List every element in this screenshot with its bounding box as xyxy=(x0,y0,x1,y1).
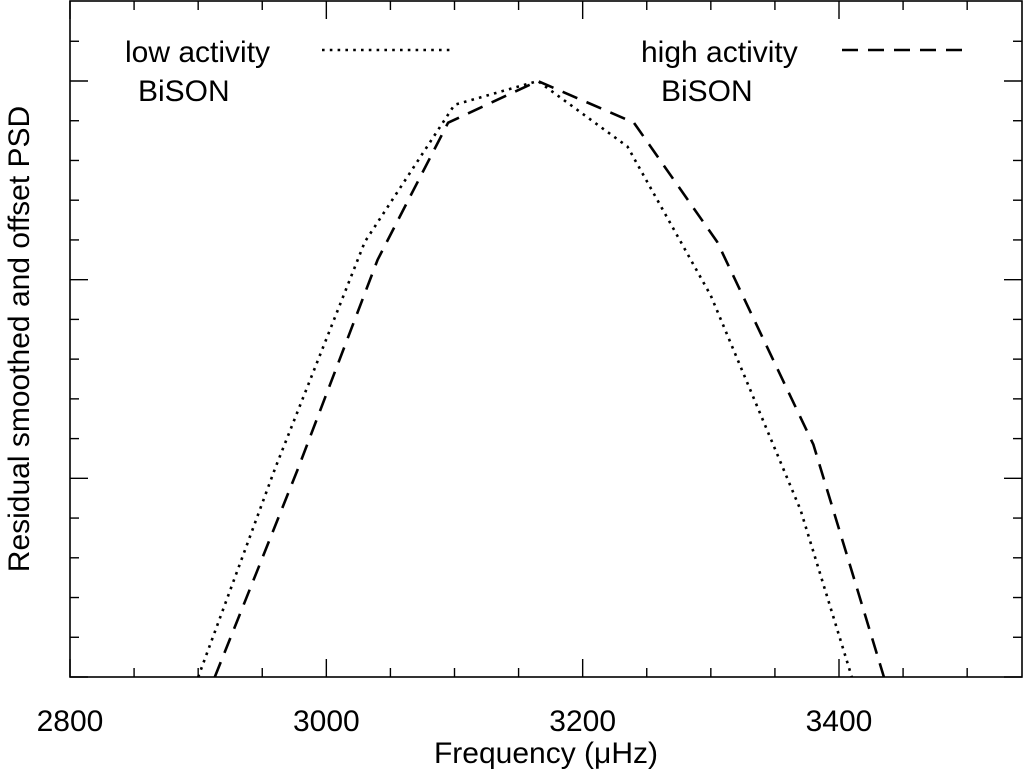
series-line-high-activity xyxy=(213,79,886,678)
legend: low activity BiSON high activity BiSON xyxy=(125,36,970,108)
x-tick-label-3200: 3200 xyxy=(549,705,616,738)
legend-high-activity-sublabel: BiSON xyxy=(661,75,753,108)
y-axis-label: Residual smoothed and offset PSD xyxy=(3,106,36,572)
legend-low-activity-sublabel: BiSON xyxy=(138,75,230,108)
x-tick-label-3400: 3400 xyxy=(806,705,873,738)
x-tick-label-2800: 2800 xyxy=(37,705,104,738)
y-axis-ticks xyxy=(70,40,1022,678)
x-axis-label: Frequency (μHz) xyxy=(434,737,658,770)
x-axis-ticks: 2800 3000 3200 3400 xyxy=(37,1,968,738)
x-tick-label-3000: 3000 xyxy=(293,705,360,738)
legend-high-activity-label: high activity xyxy=(641,36,798,69)
plot-frame xyxy=(69,0,1023,678)
series-layer xyxy=(196,79,886,678)
series-line-low-activity xyxy=(196,79,854,678)
legend-low-activity-label: low activity xyxy=(125,36,270,69)
